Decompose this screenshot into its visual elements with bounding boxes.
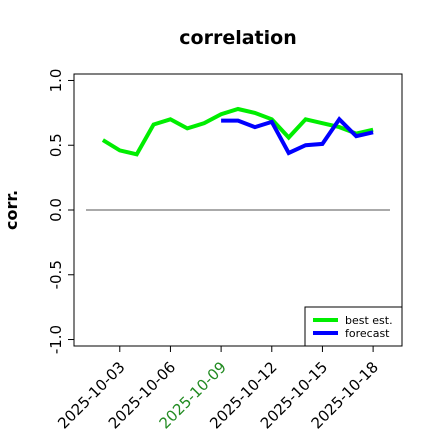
- series-line-forecast: [221, 116, 374, 156]
- y-tick-label: 0.5: [47, 133, 65, 157]
- y-tick-label: 1.0: [47, 69, 65, 93]
- series-line-best-est: [101, 106, 374, 157]
- legend-entry: best est.: [345, 314, 393, 327]
- y-tick-label: -0.5: [47, 260, 65, 289]
- y-axis-label: corr.: [2, 190, 21, 230]
- legend-entry: forecast: [345, 327, 390, 340]
- chart-title: correlation: [179, 27, 296, 49]
- y-tick-label: 0.0: [47, 198, 65, 222]
- y-tick-label: -1.0: [47, 325, 65, 354]
- legend-box: [304, 306, 403, 347]
